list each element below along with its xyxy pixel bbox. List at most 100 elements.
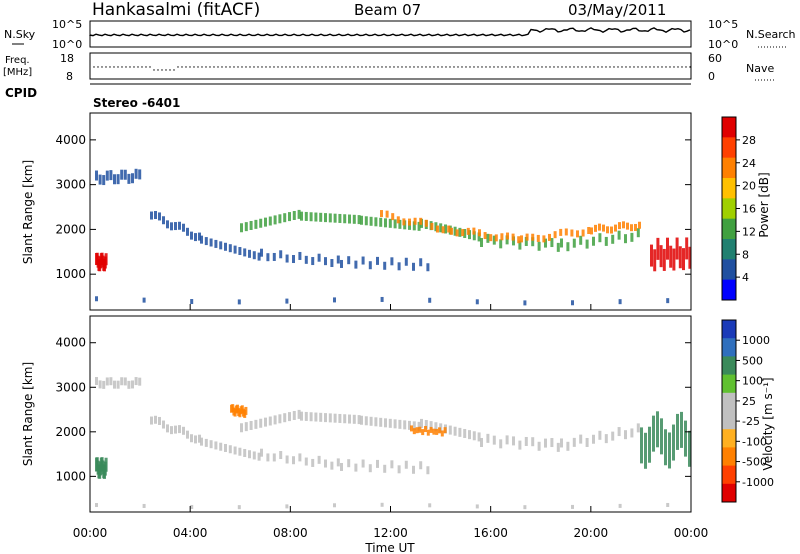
freq-dot [125, 66, 127, 68]
power-scatter [636, 228, 640, 238]
power-scatter [134, 168, 138, 179]
power-scatter [319, 212, 323, 222]
velocity-scatter [333, 503, 336, 508]
freq-dot [553, 66, 555, 68]
freq-dot [157, 69, 159, 71]
freq-dot [301, 66, 303, 68]
freq-dot [141, 66, 143, 68]
power-scatter [412, 262, 415, 271]
velocity-scatter [417, 421, 421, 431]
power-scatter [477, 232, 481, 242]
freq-dot [545, 66, 547, 68]
power-scatter [408, 218, 411, 226]
x-tick-label: 04:00 [173, 526, 208, 540]
colorbar-segment [722, 218, 736, 240]
freq-dot [201, 66, 203, 68]
freq-dot [493, 66, 495, 68]
power-scatter [511, 233, 515, 241]
power-scatter [475, 299, 479, 305]
power-scatter [266, 253, 270, 262]
freq-dot [401, 66, 403, 68]
colorbar-tick-label: 25 [742, 395, 756, 408]
power-scatter [383, 261, 387, 270]
nsky-tick-bottom-left: 10^0 [52, 38, 82, 51]
power-scatter [494, 234, 498, 242]
power-scatter [564, 228, 568, 236]
velocity-scatter [388, 418, 392, 428]
colorbar-tick-label: 1000 [742, 334, 770, 347]
colorbar-tick-label: 12 [742, 225, 756, 238]
station-title: Hankasalmi (fitACF) [92, 0, 260, 20]
power-scatter [324, 213, 327, 223]
freq-dot [325, 66, 327, 68]
power-scatter [542, 235, 546, 243]
power-scatter [398, 219, 402, 229]
velocity-scatter [237, 505, 241, 510]
power-scatter [298, 251, 302, 260]
velocity-scatter [102, 380, 106, 389]
velocity-scatter [598, 430, 602, 440]
velocity-scatter [240, 423, 243, 433]
power-scatter [678, 246, 682, 269]
velocity-scatter [429, 421, 433, 431]
freq-dot [265, 66, 267, 68]
power-scatter [391, 213, 395, 221]
velocity-scatter [198, 434, 201, 443]
velocity-scatter [260, 448, 263, 457]
power-scatter [109, 170, 113, 181]
velocity-scatter [361, 459, 365, 468]
power-scatter [566, 242, 570, 252]
power-scatter [260, 248, 263, 257]
power-scatter [505, 235, 509, 245]
velocity-scatter [357, 415, 361, 425]
time-axis: 00:00 04:00 08:00 12:00 16:00 20:00 00:00 [73, 304, 708, 540]
power-scatter [209, 238, 213, 247]
power-scatter [385, 210, 389, 218]
power-scatter [379, 217, 383, 227]
freq-dot [289, 66, 291, 68]
power-scatter [444, 224, 447, 234]
nsky-label: N.Sky [4, 28, 36, 41]
freq-dot [385, 66, 387, 68]
power-scatter [544, 238, 547, 248]
velocity-scatter [421, 429, 425, 436]
power-scatter [531, 233, 535, 241]
power-scatter [659, 245, 663, 268]
power-scatter [669, 245, 673, 268]
freq-dot [229, 66, 231, 68]
power-scatter [439, 223, 443, 233]
power-colorbar: 28 24 20 16 12 8 4 [721, 116, 756, 301]
velocity-scatter [330, 461, 334, 470]
velocity-scatter [219, 442, 223, 451]
power-scatter [656, 237, 660, 260]
colorbar-segment [722, 429, 736, 448]
power-scatter [587, 226, 591, 234]
power-scatter [630, 232, 634, 242]
colorbar-tick-label: 28 [742, 134, 756, 147]
power-scatter [486, 233, 490, 243]
freq-dot [333, 66, 335, 68]
power-scatter [525, 233, 529, 241]
freq-dot [169, 69, 171, 71]
velocity-scatter [166, 424, 169, 433]
velocity-scatter [463, 428, 467, 438]
power-scatter [200, 235, 203, 244]
power-scatter [413, 217, 417, 225]
power-scatter [463, 228, 467, 238]
power-scatter [424, 219, 428, 227]
velocity-scatter [360, 415, 363, 425]
velocity-scatter [415, 427, 419, 434]
freq-dot [561, 66, 563, 68]
velocity-scatter [116, 380, 120, 389]
freq-dot [441, 66, 443, 68]
freq-dot [669, 66, 671, 68]
power-scatter [472, 227, 476, 235]
velocity-scatter [426, 429, 430, 436]
colorbar-segment [722, 259, 736, 281]
colorbar-tick-label: 24 [742, 157, 756, 170]
power-scatter [634, 223, 637, 231]
velocity-scatter [190, 504, 194, 509]
freq-dot [653, 66, 655, 68]
power-scatter [450, 227, 453, 235]
freq-dot [609, 66, 611, 68]
